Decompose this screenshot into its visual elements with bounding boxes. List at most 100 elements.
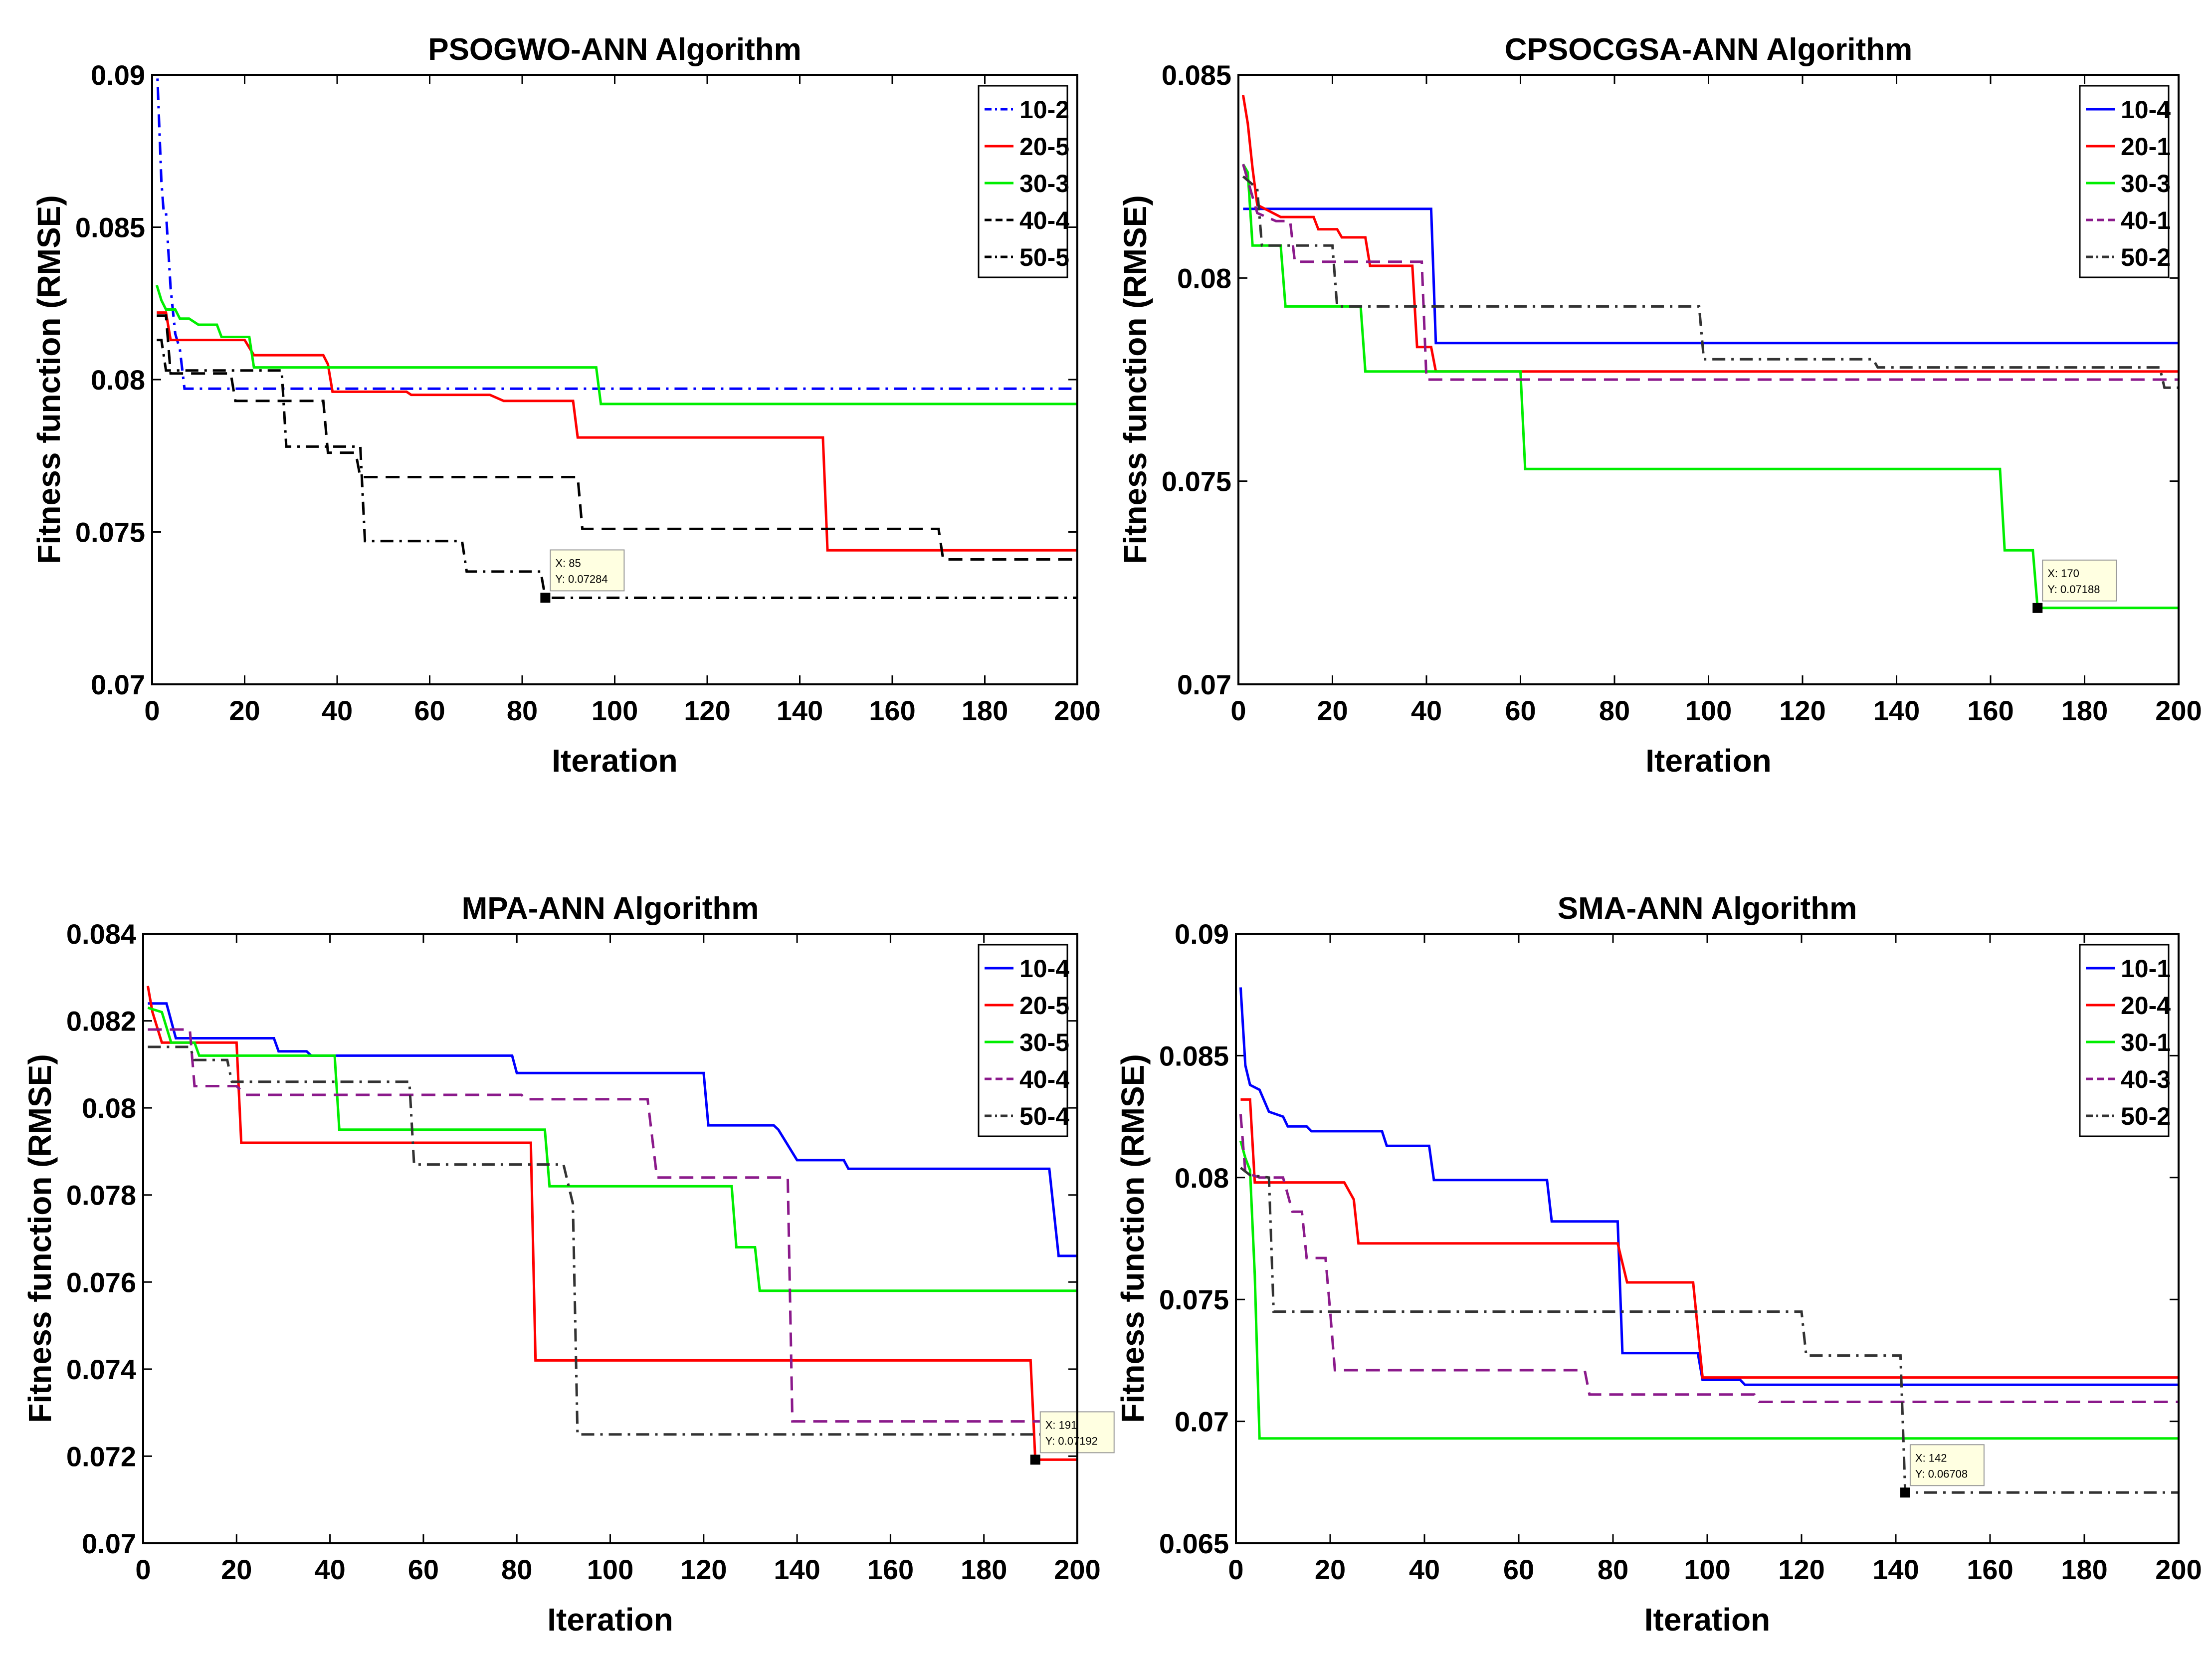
x-tick-label: 80 xyxy=(1599,695,1630,726)
legend-label: 30-3 xyxy=(1019,170,1069,198)
x-axis-label: Iteration xyxy=(1644,1602,1770,1638)
y-axis-label: Fitness function (RMSE) xyxy=(1115,1054,1151,1423)
x-tick-label: 180 xyxy=(2061,1554,2107,1585)
chart-panel-2: CPSOCGSA-ANN Algorithm 0 20 40 60 80 100 120 140… xyxy=(1117,32,2202,779)
y-tick-label: 0.08 xyxy=(82,1092,136,1124)
y-tick-label: 0.078 xyxy=(66,1180,136,1211)
series-line-10-4 xyxy=(148,1002,1077,1257)
y-tick-label: 0.08 xyxy=(91,364,145,396)
y-axis-label: Fitness function (RMSE) xyxy=(31,195,67,564)
datatip-y: Y: 0.07284 xyxy=(555,573,607,585)
datatip-box[interactable] xyxy=(2042,559,2117,602)
series-line-50-5 xyxy=(157,339,1077,599)
y-tick-label: 0.075 xyxy=(1159,1284,1229,1315)
x-tick-label: 180 xyxy=(962,695,1008,726)
x-tick-label: 180 xyxy=(961,1554,1007,1585)
x-tick-label: 0 xyxy=(144,695,160,726)
annotation-marker xyxy=(2032,603,2043,613)
x-tick-label: 140 xyxy=(774,1554,820,1585)
legend-label: 10-4 xyxy=(2121,96,2171,124)
series-line-20-5 xyxy=(157,311,1077,552)
series-group xyxy=(1239,987,2179,1494)
x-tick-label: 200 xyxy=(2155,1554,2202,1585)
series-line-10-1 xyxy=(1239,987,2179,1386)
x-tick-label: 40 xyxy=(314,1554,345,1585)
y-tick-label: 0.085 xyxy=(1162,59,1231,91)
datatip-box[interactable] xyxy=(550,549,625,592)
datatip-y: Y: 0.07192 xyxy=(1045,1435,1098,1447)
y-tick-label: 0.07 xyxy=(82,1528,136,1559)
x-tick-label: 140 xyxy=(777,695,823,726)
legend-label: 10-2 xyxy=(1019,96,1069,124)
annotation-marker xyxy=(1900,1487,1910,1498)
legend-label: 40-4 xyxy=(1019,1065,1069,1093)
series-line-40-3 xyxy=(1239,1114,2179,1403)
x-tick-label: 100 xyxy=(1685,695,1732,726)
y-axis-label: Fitness function (RMSE) xyxy=(22,1054,58,1423)
datatip-y: Y: 0.07188 xyxy=(2047,583,2100,596)
series-line-30-5 xyxy=(147,1007,1077,1292)
chart-title: MPA-ANN Algorithm xyxy=(462,891,759,926)
plot-frame xyxy=(1235,933,2180,1544)
x-tick-label: 160 xyxy=(1967,1554,2013,1585)
series-line-30-1 xyxy=(1239,1140,2179,1440)
series-group xyxy=(146,986,1077,1461)
y-tick-label: 0.075 xyxy=(75,517,145,548)
x-tick-label: 200 xyxy=(1054,1554,1100,1585)
legend-label: 20-1 xyxy=(2121,133,2171,161)
x-tick-label: 160 xyxy=(867,1554,914,1585)
x-tick-label: 60 xyxy=(1505,695,1536,726)
legend-label: 40-4 xyxy=(1019,207,1069,234)
x-axis-label: Iteration xyxy=(552,743,677,779)
plot-area xyxy=(1236,934,2179,1543)
plot-area xyxy=(143,934,1077,1543)
y-tick-label: 0.085 xyxy=(1159,1040,1229,1071)
chart-panel-1: PSOGWO-ANN Algorithm 0 20 40 60 80 100 120 140 16… xyxy=(31,32,1101,779)
x-tick-label: 200 xyxy=(2155,695,2202,726)
chart-panel-3: MPA-ANN Algorithm 0 20 40 60 80 100 120 140 160 18… xyxy=(22,891,1115,1638)
y-tick-label: 0.07 xyxy=(1177,669,1231,700)
legend-label: 30-5 xyxy=(1019,1029,1069,1056)
legend-label: 50-4 xyxy=(1019,1102,1069,1130)
x-tick-label: 120 xyxy=(1778,1554,1824,1585)
legend-label: 10-1 xyxy=(2121,955,2171,983)
y-axis-label: Fitness function (RMSE) xyxy=(1117,195,1153,564)
chart-title: SMA-ANN Algorithm xyxy=(1558,891,1857,926)
x-tick-label: 160 xyxy=(869,695,915,726)
y-tick-label: 0.076 xyxy=(66,1266,136,1298)
x-tick-label: 40 xyxy=(322,695,353,726)
x-tick-label: 60 xyxy=(408,1554,439,1585)
legend-label: 50-5 xyxy=(1019,243,1069,271)
y-tick-label: 0.07 xyxy=(91,669,145,700)
x-tick-label: 120 xyxy=(680,1554,727,1585)
series-line-30-3 xyxy=(1242,163,2179,610)
series-line-50-2 xyxy=(1242,175,2179,389)
series-group xyxy=(1241,95,2179,610)
x-tick-label: 100 xyxy=(587,1554,633,1585)
annotation-marker xyxy=(1030,1454,1040,1465)
chart-title: PSOGWO-ANN Algorithm xyxy=(428,32,802,67)
series-line-20-5 xyxy=(146,986,1077,1461)
series-line-10-2 xyxy=(156,75,1077,390)
chart-panel-4: SMA-ANN Algorithm 0 20 40 60 80 100 120 140 160 18… xyxy=(1115,891,2202,1638)
x-tick-label: 140 xyxy=(1872,1554,1919,1585)
chart-title: CPSOCGSA-ANN Algorithm xyxy=(1505,32,1912,67)
legend-label: 30-1 xyxy=(2121,1029,2171,1056)
datatip-y: Y: 0.06708 xyxy=(1915,1467,1968,1480)
x-tick-label: 40 xyxy=(1409,1554,1440,1585)
y-tick-label: 0.065 xyxy=(1159,1528,1229,1559)
legend-label: 40-3 xyxy=(2121,1065,2171,1093)
legend-box xyxy=(2079,944,2170,1137)
x-tick-label: 200 xyxy=(1054,695,1100,726)
y-tick-label: 0.09 xyxy=(91,59,145,91)
x-tick-label: 140 xyxy=(1873,695,1920,726)
legend-label: 20-4 xyxy=(2121,992,2171,1020)
y-tick-label: 0.074 xyxy=(66,1354,136,1385)
datatip-box[interactable] xyxy=(1909,1444,1985,1486)
y-tick-label: 0.09 xyxy=(1175,918,1229,950)
x-tick-label: 20 xyxy=(1317,695,1348,726)
legend-label: 20-5 xyxy=(1019,992,1069,1020)
datatip-x: X: 85 xyxy=(555,557,581,569)
x-tick-label: 0 xyxy=(135,1554,151,1585)
x-tick-label: 60 xyxy=(1503,1554,1534,1585)
